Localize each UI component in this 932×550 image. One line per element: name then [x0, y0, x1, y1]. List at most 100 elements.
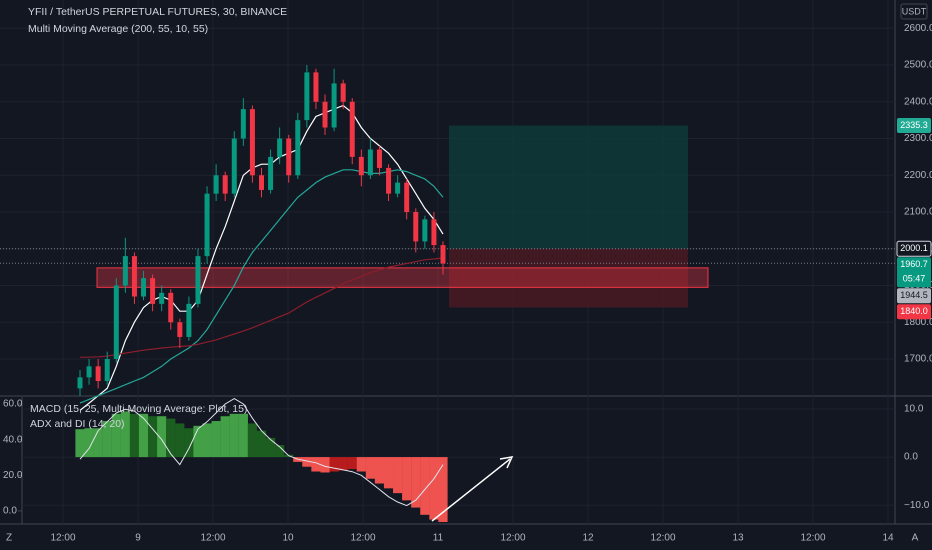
- macd-bar: [229, 413, 239, 458]
- price-tick-label: 2100.0: [904, 207, 932, 218]
- corner-left[interactable]: Z: [6, 533, 12, 544]
- adx-title: ADX and DI (14, 20): [30, 418, 125, 430]
- macd-bar: [75, 429, 85, 458]
- candle-body: [268, 156, 274, 190]
- time-label: 12:00: [200, 533, 225, 544]
- candle-body: [431, 219, 437, 246]
- moving-average: [79, 104, 444, 411]
- price-tag-label: 2000.1: [900, 243, 928, 253]
- stop-area: [449, 248, 688, 308]
- unit-label[interactable]: USDT: [902, 6, 927, 16]
- candle-body: [313, 72, 319, 102]
- arrow-head: [499, 456, 514, 469]
- candle-body: [277, 138, 283, 157]
- symbol-title: YFII / TetherUS PERPETUAL FUTURES, 30, B…: [28, 6, 287, 18]
- macd-tick-label: 0.0: [904, 452, 918, 463]
- macd-bar: [211, 421, 221, 458]
- candle-body: [367, 149, 373, 176]
- candle-body: [331, 83, 337, 128]
- macd-bar: [302, 457, 312, 467]
- price-tick-label: 2400.0: [904, 96, 932, 107]
- price-tag-label: 1944.5: [900, 290, 928, 300]
- macd-bar: [247, 423, 258, 458]
- candle-body: [141, 278, 147, 297]
- candle-body: [358, 156, 364, 176]
- candle-body: [349, 101, 355, 157]
- arrow-line: [431, 458, 511, 522]
- macd-bar: [129, 413, 140, 458]
- macd-bar: [220, 416, 230, 458]
- time-label: 10: [282, 533, 294, 544]
- candle-body: [104, 358, 110, 382]
- price-tag: [897, 304, 931, 320]
- macd-bar: [138, 413, 149, 458]
- candle-body: [222, 175, 228, 194]
- candle-body: [286, 138, 292, 176]
- price-tick-label: 2600.0: [904, 23, 932, 34]
- candle-body: [322, 101, 328, 128]
- adx-tick-label: 20.0: [3, 470, 23, 481]
- candle-body: [422, 219, 428, 242]
- candle-body: [213, 175, 219, 194]
- macd-tick-label: 10.0: [904, 404, 924, 415]
- macd-bar: [166, 418, 176, 458]
- price-tick-label: 1800.0: [904, 317, 932, 328]
- macd-bar: [365, 457, 375, 479]
- candle-body: [231, 138, 237, 194]
- candle-body: [395, 182, 401, 194]
- candle-body: [204, 193, 210, 257]
- candle-body: [259, 175, 264, 190]
- candle-body: [159, 292, 165, 304]
- plot-layer: [0, 65, 895, 522]
- adx-tick-label: 40.0: [3, 434, 23, 445]
- adx-tick-label: 0.0: [3, 506, 17, 517]
- candle-body: [295, 120, 301, 176]
- candle-body: [195, 256, 201, 304]
- macd-bar: [356, 457, 366, 472]
- price-tick-label: 1700.0: [904, 354, 932, 365]
- macd-bar: [238, 413, 248, 458]
- candle-body: [113, 285, 119, 359]
- target-area: [449, 125, 688, 249]
- time-label: 12:00: [500, 533, 525, 544]
- candle-body: [150, 278, 156, 304]
- candle-body: [249, 109, 255, 176]
- time-label: 12:00: [800, 533, 825, 544]
- macd-bar: [84, 428, 94, 458]
- candle-body: [177, 322, 183, 337]
- candle-body: [386, 167, 392, 194]
- price-tag-label: 2335.3: [900, 120, 928, 130]
- macd-bar: [320, 457, 330, 473]
- price-tag-label: 1840.0: [900, 306, 928, 316]
- macd-bar: [120, 411, 130, 458]
- countdown-label: 05:47: [903, 274, 926, 284]
- candle-body: [413, 212, 419, 242]
- candle-body: [95, 366, 101, 382]
- macd-bar: [329, 457, 339, 472]
- corner-right[interactable]: A: [912, 533, 919, 544]
- support-zone: [96, 267, 709, 288]
- macd-bar: [93, 428, 103, 458]
- macd-bar: [102, 421, 112, 458]
- price-tick-label: 2500.0: [904, 60, 932, 71]
- moving-average: [79, 169, 444, 404]
- time-label: 12:00: [350, 533, 375, 544]
- candle-body: [240, 109, 246, 139]
- candle-body: [186, 303, 192, 337]
- unit-box[interactable]: [900, 3, 928, 20]
- candle-body: [404, 182, 410, 213]
- price-tag: [897, 288, 931, 304]
- time-label: 13: [732, 533, 744, 544]
- time-label: 12: [582, 533, 594, 544]
- candle-body: [168, 292, 174, 323]
- macd-bar: [193, 425, 203, 458]
- macd-bar: [402, 457, 412, 501]
- candle-body: [376, 149, 382, 168]
- macd-bar: [347, 457, 357, 470]
- indicator-title: Multi Moving Average (200, 55, 10, 55): [28, 23, 208, 35]
- macd-bar: [111, 413, 121, 458]
- macd-bar: [383, 457, 394, 489]
